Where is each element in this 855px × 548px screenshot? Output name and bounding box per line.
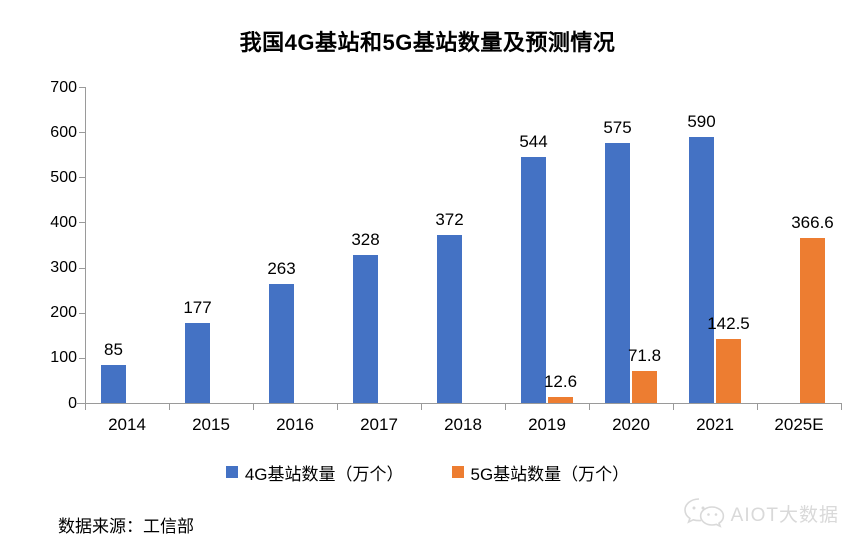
bar-4g: [185, 323, 210, 403]
y-axis-line: [85, 87, 86, 410]
x-axis-tick: [337, 404, 338, 410]
y-axis-tick-label: 400: [50, 213, 77, 231]
bar-value-label: 71.8: [627, 346, 662, 365]
x-axis-category-label: 2018: [444, 415, 482, 434]
bar-value-label: 12.6: [543, 372, 578, 391]
bar-4g: [689, 137, 714, 403]
x-axis-tick: [85, 404, 86, 410]
legend-swatch-4g: [225, 466, 238, 478]
x-axis-tick: [841, 404, 842, 410]
chart-legend: 4G基站数量（万个） 5G基站数量（万个）: [0, 460, 855, 484]
x-axis-category-label: 2016: [276, 415, 314, 434]
y-axis-tick-label: 200: [50, 304, 77, 322]
bar-value-label: 590: [687, 112, 716, 131]
y-axis-tick-label: 300: [50, 259, 77, 277]
x-axis-tick: [505, 404, 506, 410]
y-axis-tick: [79, 403, 85, 404]
y-axis-tick: [79, 87, 85, 88]
x-axis-tick: [421, 404, 422, 410]
x-axis-category-label: 2017: [360, 415, 398, 434]
y-axis-tick-label: 700: [50, 78, 77, 96]
bar-5g: [800, 238, 825, 403]
bar-value-label: 85: [104, 340, 123, 359]
bar-4g: [269, 284, 294, 403]
legend-label-4g: 4G基站数量（万个）: [244, 464, 404, 484]
bar-4g: [101, 365, 126, 403]
legend-item-4g: 4G基站数量（万个）: [225, 460, 404, 485]
x-axis-category-label: 2015: [192, 415, 230, 434]
x-axis-tick: [757, 404, 758, 410]
x-axis-category-label: 2019: [528, 415, 566, 434]
bar-value-label: 575: [603, 118, 632, 137]
bar-5g: [716, 339, 741, 403]
y-axis-tick: [79, 357, 85, 359]
y-axis-tick: [79, 132, 85, 134]
y-axis-tick: [79, 222, 85, 224]
x-axis-category-label: 2014: [108, 415, 146, 434]
legend-swatch-5g: [451, 466, 464, 478]
x-axis-tick: [253, 404, 254, 410]
x-axis-tick: [673, 404, 674, 410]
y-axis-tick: [79, 177, 85, 179]
chart-title: 我国4G基站和5G基站数量及预测情况: [239, 30, 616, 55]
bar-value-label: 177: [183, 298, 212, 317]
legend-item-5g: 5G基站数量（万个）: [451, 460, 630, 485]
legend-label-5g: 5G基站数量（万个）: [470, 464, 630, 484]
y-axis-tick-label: 0: [68, 394, 77, 412]
bar-4g: [437, 235, 462, 403]
x-axis-category-label: 2025E: [774, 415, 824, 434]
bar-4g: [521, 157, 546, 403]
watermark: AIOT大数据: [683, 497, 839, 529]
y-axis-tick: [79, 267, 85, 269]
y-axis-tick-label: 600: [50, 123, 77, 141]
y-axis-tick-label: 100: [50, 349, 77, 367]
x-axis-category-label: 2021: [696, 415, 734, 434]
watermark-text: AIOT大数据: [730, 504, 839, 526]
bar-value-label: 366.6: [791, 213, 834, 232]
bar-value-label: 372: [435, 210, 464, 229]
x-axis-tick: [589, 404, 590, 410]
x-axis-line: [77, 403, 842, 404]
data-source-note: 数据来源：工信部: [58, 517, 194, 536]
bar-value-label: 263: [267, 259, 296, 278]
bar-value-label: 544: [519, 132, 548, 151]
wechat-icon: [683, 497, 725, 529]
bar-value-label: 142.5: [707, 314, 750, 333]
y-axis-tick: [79, 312, 85, 314]
y-axis-tick-label: 500: [50, 168, 77, 186]
bar-5g: [548, 397, 573, 403]
bar-value-label: 328: [351, 230, 380, 249]
bar-4g: [353, 255, 378, 403]
bar-4g: [605, 143, 630, 403]
bar-5g: [632, 371, 657, 403]
x-axis-tick: [169, 404, 170, 410]
x-axis-category-label: 2020: [612, 415, 650, 434]
